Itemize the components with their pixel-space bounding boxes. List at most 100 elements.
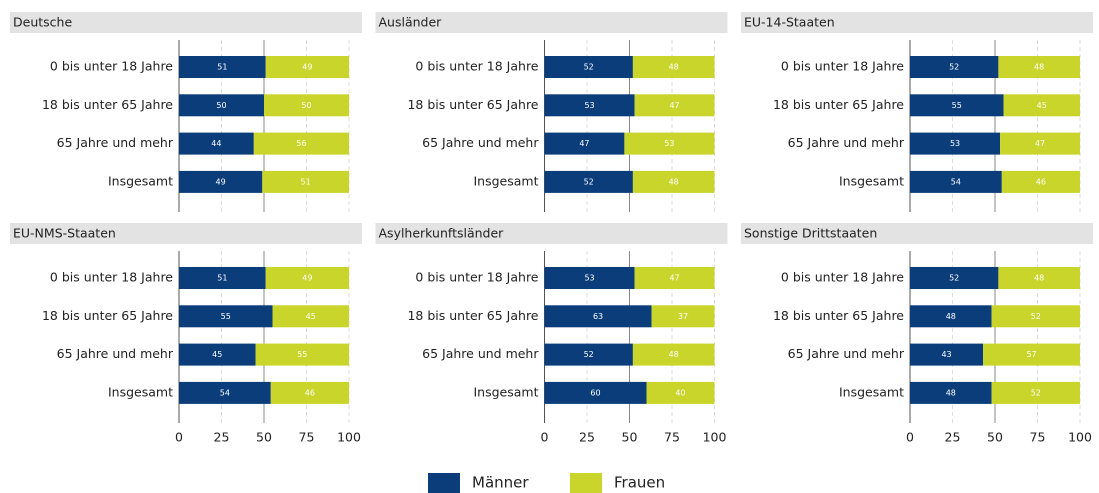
value-label: 48 (1034, 63, 1044, 72)
value-label: 53 (584, 101, 594, 110)
bar-segment (265, 56, 349, 78)
value-label: 45 (212, 350, 222, 359)
legend-swatch (570, 473, 602, 493)
y-tick-label: Insgesamt (839, 173, 904, 188)
value-label: 37 (678, 312, 688, 321)
bar-segment (544, 94, 635, 117)
value-label: 46 (1036, 177, 1046, 186)
bar-segment (1001, 170, 1080, 193)
value-label: 55 (221, 312, 231, 321)
y-tick-label: 0 bis unter 18 Jahre (415, 59, 538, 74)
value-label: 52 (584, 177, 594, 186)
value-label: 50 (301, 101, 311, 110)
value-label: 52 (584, 350, 594, 359)
y-tick-label: 18 bis unter 65 Jahre (407, 97, 538, 112)
panel-title-bar (741, 223, 1093, 244)
x-tick-label: 0 (175, 430, 183, 445)
y-tick-label: 65 Jahre und mehr (788, 346, 905, 361)
value-label: 52 (584, 63, 594, 72)
value-label: 47 (669, 274, 679, 283)
panel-title: Sonstige Drittstaaten (744, 226, 877, 241)
y-tick-label: 65 Jahre und mehr (788, 135, 905, 150)
value-label: 47 (1035, 139, 1045, 148)
panel-title-bar (10, 223, 362, 244)
y-tick-label: Insgesamt (108, 384, 173, 399)
bar-segment (983, 343, 1080, 366)
y-tick-label: 0 bis unter 18 Jahre (415, 270, 538, 285)
value-label: 53 (950, 139, 960, 148)
bar-segment (179, 170, 263, 193)
bar-segment (179, 343, 256, 366)
bar-segment (179, 94, 264, 117)
value-label: 52 (949, 63, 959, 72)
bar-segment (253, 132, 349, 155)
panel-title-bar (375, 12, 728, 33)
x-tick-label: 75 (664, 430, 680, 445)
bar-segment (998, 267, 1080, 289)
value-label: 50 (216, 101, 226, 110)
bar-segment (262, 170, 349, 193)
y-tick-label: 18 bis unter 65 Jahre (773, 97, 904, 112)
bar-segment (544, 343, 633, 366)
bar-segment (910, 343, 984, 366)
bar-segment (544, 305, 652, 328)
bar-segment (910, 305, 992, 328)
panel-title: EU-NMS-Staaten (13, 226, 116, 241)
bar-segment (265, 267, 349, 289)
y-tick-label: 65 Jahre und mehr (422, 135, 539, 150)
bar-segment (651, 305, 715, 328)
value-label: 51 (217, 274, 227, 283)
x-tick-label: 100 (1068, 430, 1092, 445)
x-tick-label: 0 (541, 430, 549, 445)
value-label: 48 (1034, 274, 1044, 283)
y-tick-label: 0 bis unter 18 Jahre (781, 59, 904, 74)
bar-segment (1000, 132, 1080, 155)
x-tick-label: 100 (337, 430, 361, 445)
x-tick-label: 25 (214, 430, 230, 445)
bar-segment (255, 343, 349, 366)
value-label: 60 (590, 388, 600, 397)
bar-segment (179, 381, 271, 404)
bar-segment (270, 381, 349, 404)
value-label: 53 (664, 139, 674, 148)
y-tick-label: 65 Jahre und mehr (57, 346, 174, 361)
y-tick-label: 0 bis unter 18 Jahre (50, 270, 173, 285)
bar-segment (634, 267, 715, 289)
value-label: 52 (949, 274, 959, 283)
value-label: 43 (941, 350, 951, 359)
y-tick-label: Insgesamt (474, 173, 539, 188)
x-tick-label: 25 (579, 430, 595, 445)
value-label: 56 (296, 139, 306, 148)
value-label: 54 (220, 388, 230, 397)
value-label: 48 (946, 312, 956, 321)
panel-title-bar (10, 12, 362, 33)
x-tick-label: 50 (256, 430, 272, 445)
bar-segment (634, 94, 715, 117)
value-label: 55 (297, 350, 307, 359)
value-label: 48 (946, 388, 956, 397)
value-label: 53 (584, 274, 594, 283)
bar-segment (632, 170, 715, 193)
y-tick-label: Insgesamt (839, 384, 904, 399)
bar-segment (998, 56, 1080, 78)
value-label: 51 (301, 177, 311, 186)
value-label: 51 (217, 63, 227, 72)
bar-segment (646, 381, 715, 404)
bar-segment (544, 170, 633, 193)
panel-title: Ausländer (379, 15, 443, 30)
value-label: 49 (302, 63, 312, 72)
bar-segment (991, 305, 1080, 328)
bar-segment (1003, 94, 1080, 117)
y-tick-label: Insgesamt (474, 384, 539, 399)
value-label: 45 (306, 312, 316, 321)
y-tick-label: 18 bis unter 65 Jahre (42, 97, 173, 112)
bar-segment (991, 381, 1080, 404)
x-tick-label: 100 (703, 430, 727, 445)
bar-segment (910, 267, 999, 289)
x-tick-label: 50 (622, 430, 638, 445)
value-label: 47 (669, 101, 679, 110)
y-tick-label: 18 bis unter 65 Jahre (407, 308, 538, 323)
bar-segment (910, 170, 1002, 193)
bar-segment (544, 381, 647, 404)
